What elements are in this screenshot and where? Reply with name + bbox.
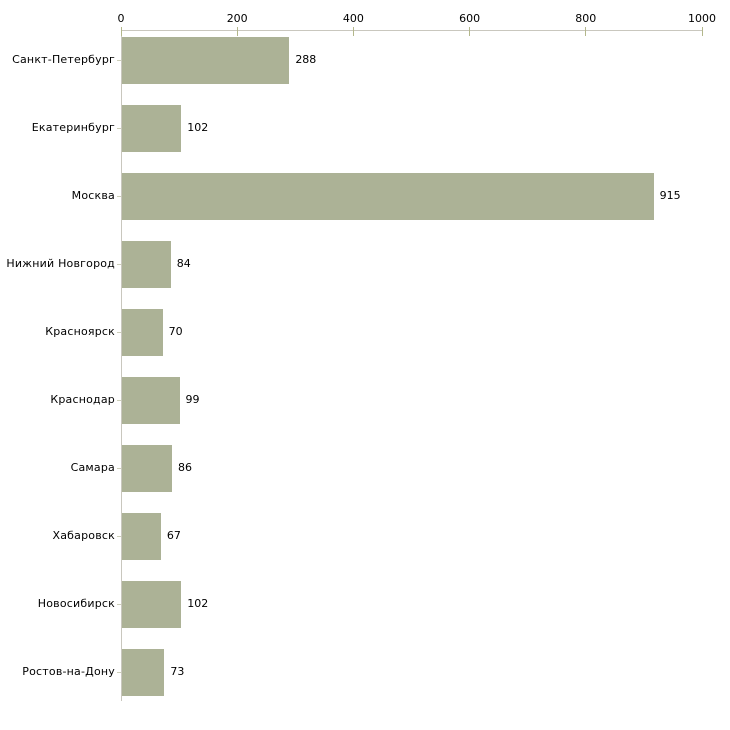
x-axis-tick-label: 1000 — [688, 12, 716, 25]
bar — [122, 37, 290, 84]
category-axis-tick — [117, 468, 121, 469]
bar-value-label: 86 — [177, 461, 192, 474]
x-axis-tick-label: 0 — [117, 12, 125, 25]
category-axis-tick — [117, 400, 121, 401]
bar — [122, 445, 172, 492]
category-label: Самара — [70, 461, 115, 474]
bar — [122, 581, 182, 628]
category-label: Красноярск — [45, 325, 115, 338]
bar — [122, 241, 171, 288]
x-axis-tick-label: 200 — [226, 12, 248, 25]
bar-value-label: 70 — [168, 325, 183, 338]
bar-value-label: 67 — [166, 529, 181, 542]
category-label: Ростов-на-Дону — [22, 665, 115, 678]
bar-value-label: 102 — [187, 597, 209, 610]
x-axis-tick — [236, 27, 238, 36]
x-axis-tick — [120, 27, 122, 36]
bar-value-label: 99 — [185, 393, 200, 406]
x-axis-tick — [585, 27, 587, 36]
category-axis-tick — [117, 672, 121, 673]
x-axis-tick — [701, 27, 703, 36]
category-label: Санкт-Петербург — [12, 53, 115, 66]
x-axis-tick-label: 800 — [575, 12, 597, 25]
bar — [122, 377, 180, 424]
bar — [122, 513, 161, 560]
category-label: Екатеринбург — [31, 121, 115, 134]
category-label: Нижний Новгород — [6, 257, 115, 270]
category-label: Краснодар — [50, 393, 115, 406]
bar-value-label: 84 — [176, 257, 191, 270]
x-axis-tick — [352, 27, 354, 36]
x-axis-tick — [469, 27, 471, 36]
bar — [122, 105, 182, 152]
bar — [122, 309, 163, 356]
y-axis-line — [121, 30, 122, 701]
category-axis-tick — [117, 536, 121, 537]
bar-value-label: 915 — [659, 189, 681, 202]
bar-value-label: 73 — [170, 665, 185, 678]
bar — [122, 649, 165, 696]
bar — [122, 173, 654, 220]
x-axis-tick-label: 600 — [459, 12, 481, 25]
x-axis-line — [121, 30, 703, 31]
category-axis-tick — [117, 604, 121, 605]
category-label: Новосибирск — [37, 597, 115, 610]
category-axis-tick — [117, 332, 121, 333]
x-axis-tick-label: 400 — [342, 12, 364, 25]
category-axis-tick — [117, 196, 121, 197]
bar-value-label: 102 — [187, 121, 209, 134]
category-label: Хабаровск — [52, 529, 115, 542]
bar-value-label: 288 — [295, 53, 317, 66]
category-label: Москва — [71, 189, 115, 202]
category-axis-tick — [117, 60, 121, 61]
category-axis-tick — [117, 128, 121, 129]
category-axis-tick — [117, 264, 121, 265]
